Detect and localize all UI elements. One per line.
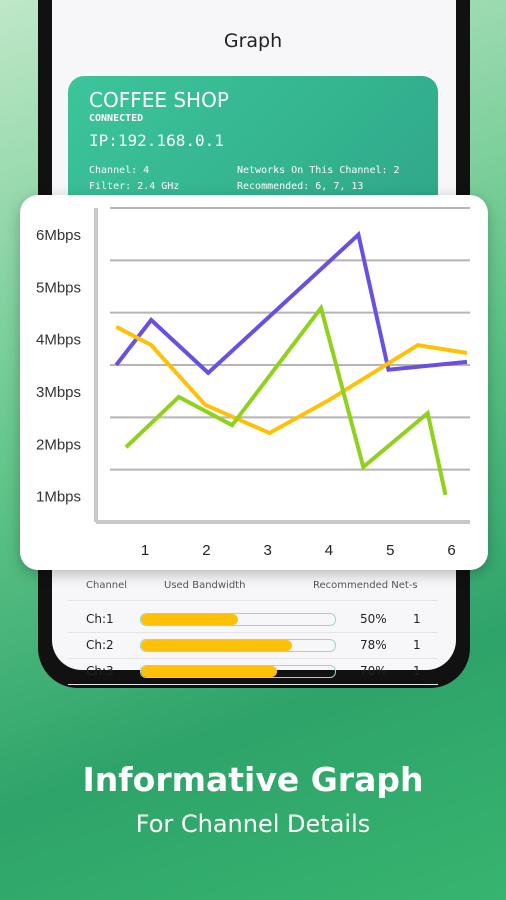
x-tick-label: 5 — [386, 542, 394, 559]
usage-label: 78% — [360, 638, 387, 652]
y-tick-label: 1Mbps — [36, 489, 81, 506]
usage-bar — [141, 640, 293, 651]
chart: 1Mbps 2Mbps 3Mbps 4Mbps 5Mbps 6Mbps 1 2 3 4 5 6 — [36, 207, 470, 559]
promo-title: Informative Graph — [82, 760, 424, 799]
channel-name: Ch:1 — [86, 612, 114, 626]
column-header: Channel — [86, 580, 128, 591]
table-row: Ch:3 70% 1 — [68, 658, 438, 685]
series-line — [124, 303, 448, 496]
usage-track — [140, 639, 336, 652]
network-recommended: Recommended: 6, 7, 13 — [237, 181, 364, 192]
x-tick-label: 4 — [325, 542, 333, 559]
y-tick-label: 6Mbps — [36, 227, 81, 244]
channel-name: Ch:3 — [86, 664, 114, 678]
network-name: COFFEE SHOP — [89, 88, 229, 112]
usage-label: 50% — [360, 612, 387, 626]
recommended-count: 1 — [413, 612, 421, 626]
network-filter: Filter: 2.4 GHz — [89, 181, 180, 192]
network-count: Networks On This Channel: 2 — [237, 165, 400, 176]
table-header: Channel Used Bandwidth Recommended Net-s — [68, 574, 438, 601]
network-card: COFFEE SHOP CONNECTED IP:192.168.0.1 Cha… — [68, 76, 438, 216]
network-status: CONNECTED — [89, 113, 144, 124]
column-header: Used Bandwidth — [164, 580, 246, 591]
usage-bar — [141, 666, 277, 677]
y-tick-label: 3Mbps — [36, 384, 81, 401]
usage-label: 70% — [360, 664, 387, 678]
y-tick-label: 5Mbps — [36, 279, 81, 296]
recommended-count: 1 — [413, 638, 421, 652]
x-tick-label: 1 — [141, 542, 149, 559]
usage-track — [140, 613, 336, 626]
x-tick-label: 6 — [447, 542, 455, 559]
usage-bar — [141, 614, 238, 625]
page-title: Graph — [223, 30, 283, 52]
series-line — [115, 325, 468, 436]
table-row: Ch:2 78% 1 — [68, 632, 438, 659]
channel-name: Ch:2 — [86, 638, 114, 652]
series-line — [114, 230, 468, 376]
network-ip: IP:192.168.0.1 — [89, 131, 224, 150]
recommended-count: 1 — [413, 664, 421, 678]
network-channel: Channel: 4 — [89, 165, 150, 176]
promo-subtitle: For Channel Details — [135, 810, 371, 838]
table-row: Ch:1 50% 1 — [68, 606, 438, 633]
usage-track — [140, 665, 336, 678]
x-tick-label: 2 — [202, 542, 210, 559]
y-tick-label: 2Mbps — [36, 436, 81, 453]
column-header: Recommended Net-s — [313, 580, 418, 591]
x-tick-label: 3 — [264, 542, 272, 559]
chart-card: 1Mbps 2Mbps 3Mbps 4Mbps 5Mbps 6Mbps 1 2 3 4 5 6 — [20, 195, 488, 570]
y-tick-label: 4Mbps — [36, 332, 81, 349]
